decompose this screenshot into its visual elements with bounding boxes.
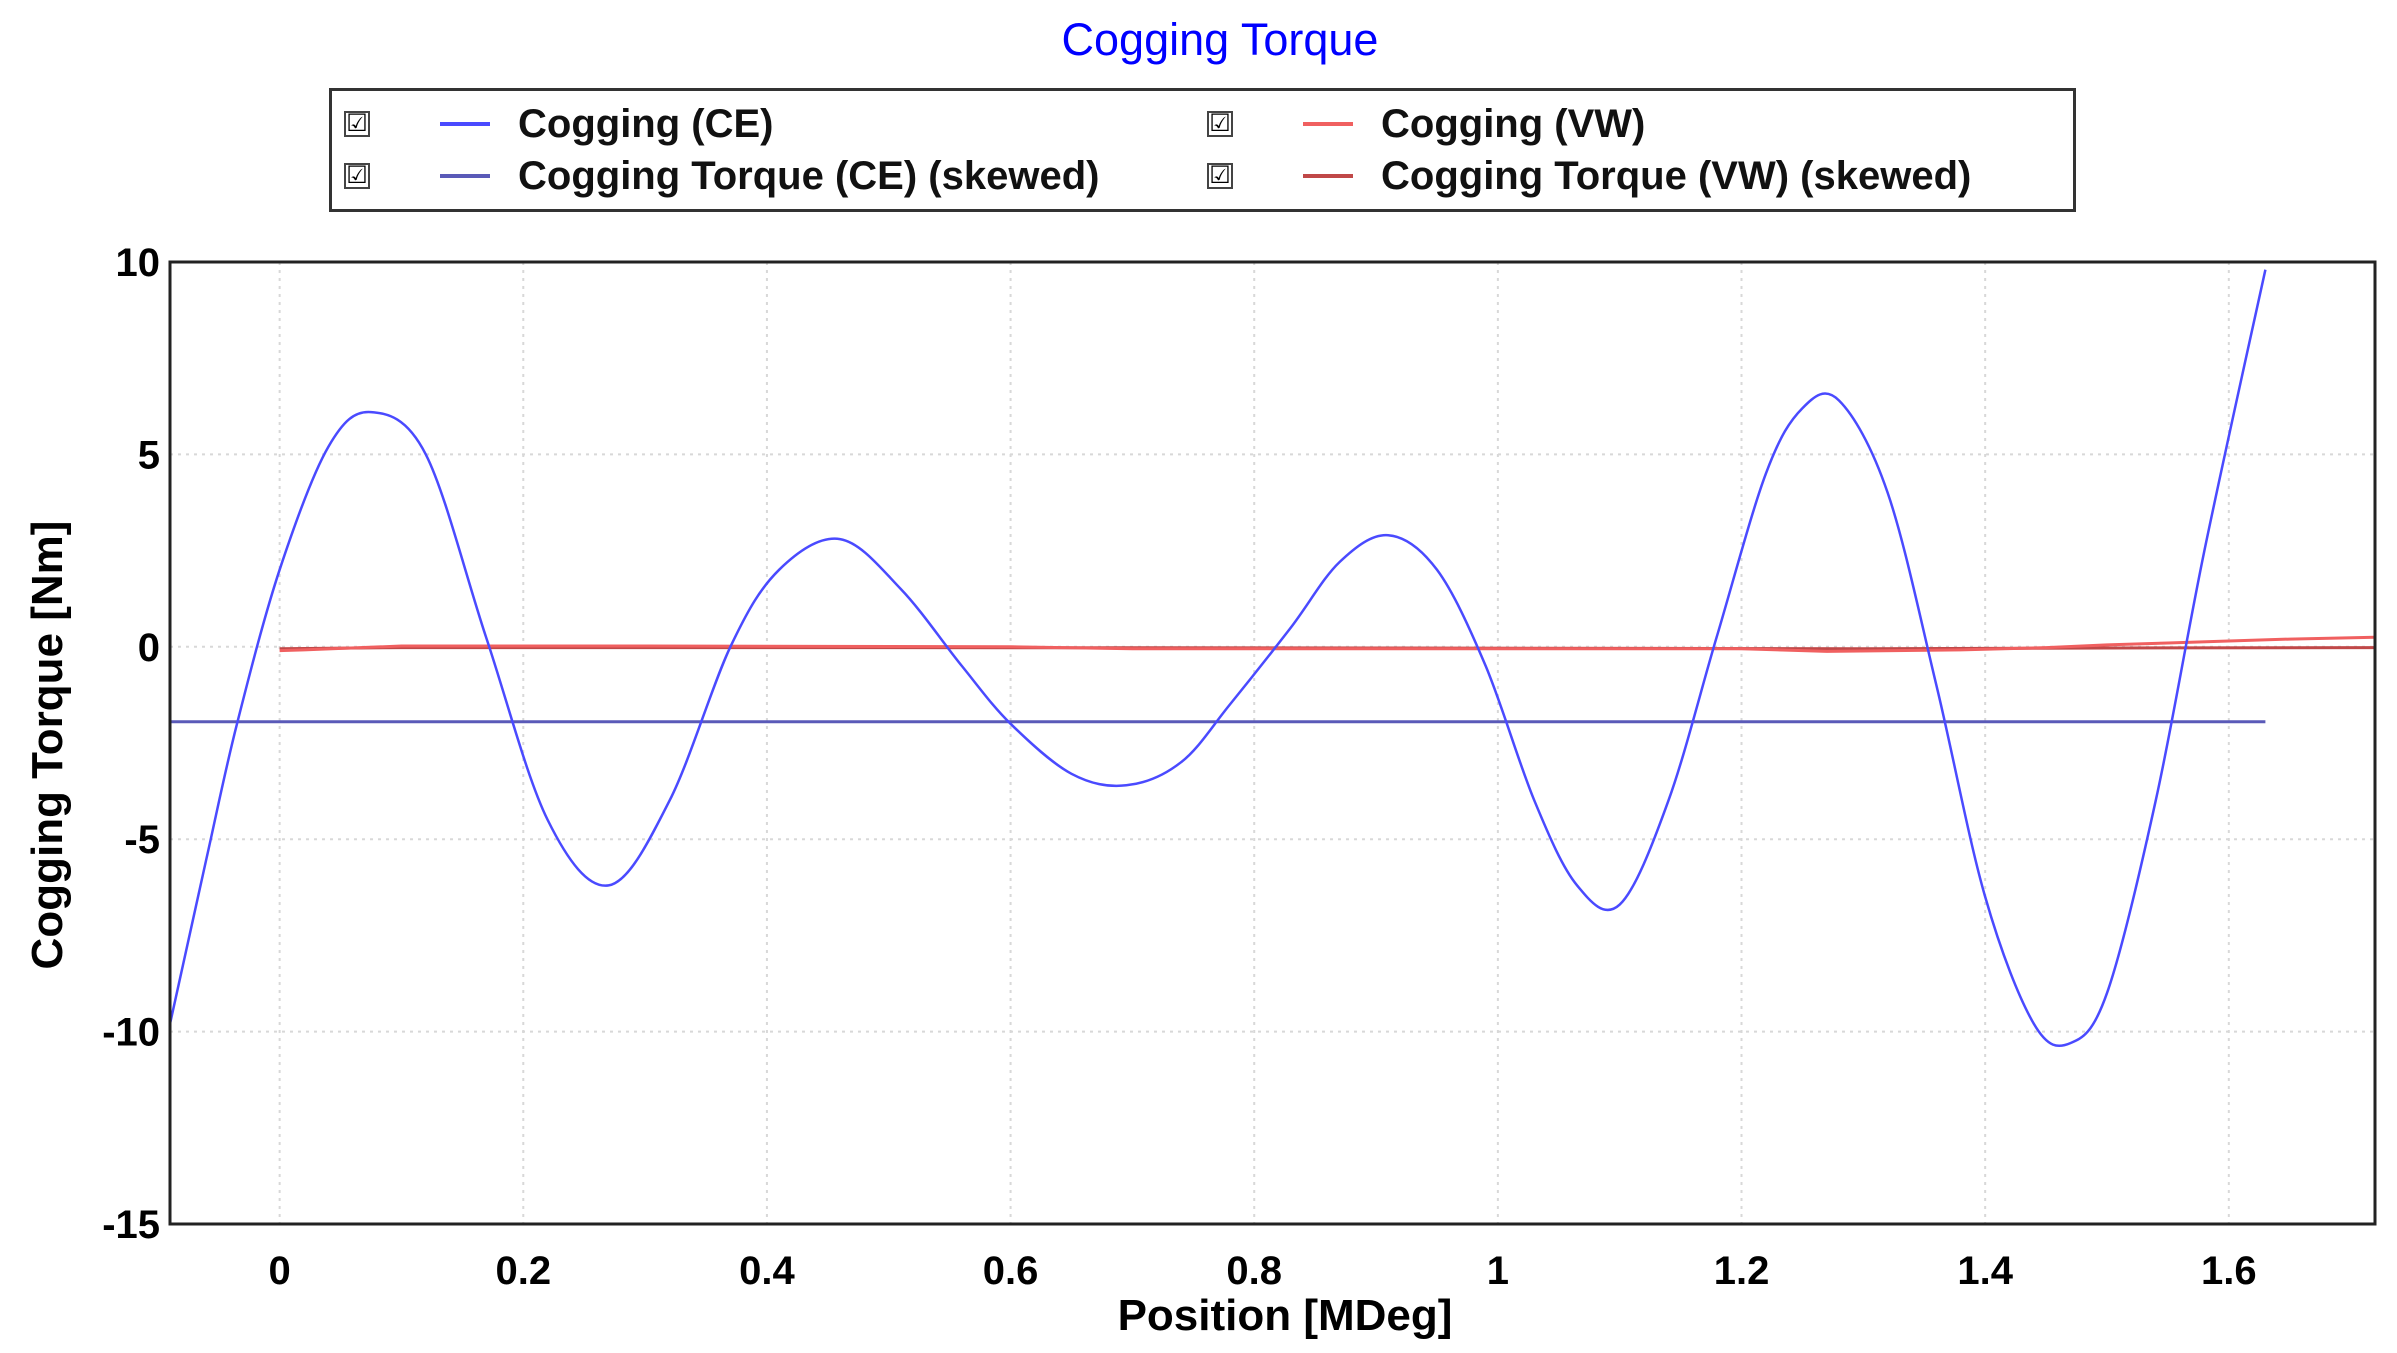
x-tick-label: 0.4 (739, 1249, 795, 1293)
legend-label: Cogging Torque (CE) (skewed) (518, 153, 1100, 198)
legend-label: Cogging (CE) (518, 101, 774, 146)
legend-entry-cogging-ce-skewed[interactable]: ☑ Cogging Torque (CE) (skewed) (344, 150, 1099, 202)
x-tick-label: 0.8 (1226, 1249, 1282, 1293)
y-axis-label: Cogging Torque [Nm] (23, 521, 72, 970)
x-tick-label: 0.6 (983, 1249, 1039, 1293)
series-cogging-vw-line (279, 635, 2375, 653)
legend: ☑ Cogging (CE) ☑ Cogging Torque (CE) (sk… (329, 88, 2076, 212)
chart-title: Cogging Torque (1061, 14, 1379, 65)
series-cogging-ce-line (170, 269, 2267, 1047)
legend-label: Cogging (VW) (1381, 101, 1646, 146)
tick-layer: 0 0.2 0.4 0.6 0.8 1 1.2 1.4 1.6 10 5 0 -5 -10 -15 (102, 241, 2256, 1293)
x-tick-label: 0 (269, 1249, 291, 1293)
y-tick-label: 0 (138, 626, 160, 670)
legend-line-swatch (1303, 122, 1353, 126)
legend-checkbox-icon[interactable]: ☑ (344, 163, 370, 189)
legend-line-swatch (1303, 174, 1353, 178)
legend-entry-cogging-vw-skewed[interactable]: ☑ Cogging Torque (VW) (skewed) (1207, 150, 1971, 202)
legend-line-swatch (440, 174, 490, 178)
legend-checkbox-icon[interactable]: ☑ (344, 111, 370, 137)
legend-entry-cogging-vw[interactable]: ☑ Cogging (VW) (1207, 98, 1645, 150)
grid (170, 261, 2375, 1225)
legend-checkbox-icon[interactable]: ☑ (1207, 163, 1233, 189)
y-tick-label: 5 (138, 433, 160, 477)
legend-checkbox-icon[interactable]: ☑ (1207, 111, 1233, 137)
x-tick-label: 1.6 (2201, 1249, 2257, 1293)
x-tick-label: 1 (1487, 1249, 1509, 1293)
y-tick-label: -15 (102, 1203, 160, 1247)
y-tick-label: -5 (124, 818, 160, 862)
legend-line-swatch (440, 122, 490, 126)
y-tick-label: 10 (116, 241, 161, 285)
x-tick-label: 1.2 (1714, 1249, 1770, 1293)
legend-entry-cogging-ce[interactable]: ☑ Cogging (CE) (344, 98, 774, 150)
legend-label: Cogging Torque (VW) (skewed) (1381, 153, 1972, 198)
y-tick-label: -10 (102, 1011, 160, 1055)
plot-area-frame (168, 260, 2377, 1226)
x-tick-label: 0.2 (495, 1249, 551, 1293)
x-axis-label: Position [MDeg] (1118, 1291, 1453, 1340)
x-tick-label: 1.4 (1957, 1249, 2013, 1293)
series-layer (170, 269, 2375, 1047)
